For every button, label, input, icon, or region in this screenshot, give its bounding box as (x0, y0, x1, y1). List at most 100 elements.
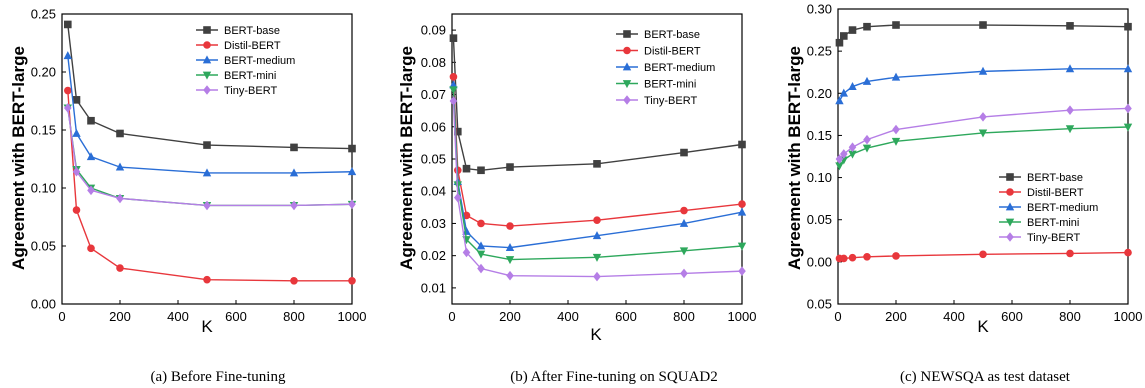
data-point (863, 134, 871, 145)
legend-marker (1005, 218, 1015, 227)
x-axis-label: K (590, 325, 602, 344)
data-point (202, 168, 212, 177)
legend-marker (1006, 173, 1014, 181)
data-point (592, 253, 602, 262)
data-point (116, 193, 124, 204)
data-point (1066, 249, 1074, 258)
y-tick-label: 0.20 (807, 86, 832, 101)
data-point (738, 140, 746, 149)
legend-label: Distil-BERT (644, 46, 701, 58)
x-axis-label: K (201, 317, 213, 336)
y-tick-label: 0.04 (421, 184, 446, 199)
data-point (979, 21, 987, 29)
data-point (506, 163, 514, 171)
data-point (506, 270, 514, 281)
data-point (115, 162, 125, 171)
y-axis-label: Agreement with BERT-large (397, 46, 416, 270)
data-point (454, 127, 462, 136)
legend: BERT-base Distil-BERT BERT-medium BERT-mini… (616, 29, 715, 107)
data-point (476, 250, 486, 259)
x-tick-label: 600 (1001, 309, 1023, 324)
data-point (72, 128, 81, 137)
data-point (348, 199, 356, 210)
data-point (72, 166, 81, 177)
plot-frame (61, 13, 353, 305)
data-point (892, 124, 900, 135)
data-point (449, 96, 458, 106)
data-point (477, 166, 485, 175)
data-point (203, 141, 211, 149)
data-point (87, 185, 95, 196)
panel-caption: (c) NEWSQA as test dataset (900, 369, 1071, 385)
data-point (462, 226, 471, 235)
legend-label: BERT-medium (1027, 202, 1098, 214)
data-point (593, 216, 601, 225)
legend-label: BERT-mini (644, 79, 696, 91)
data-point (505, 256, 515, 265)
data-point (863, 252, 871, 261)
x-tick-label: 600 (225, 309, 247, 324)
y-tick-label: 0.06 (421, 119, 446, 134)
legend-marker (623, 46, 631, 55)
data-point (1123, 123, 1133, 132)
y-axis-label: Agreement with BERT-large (9, 46, 28, 270)
data-point (862, 144, 872, 153)
data-point (892, 21, 900, 29)
legend-label: BERT-base (1027, 172, 1083, 184)
y-tick-label: 0.05 (807, 212, 832, 227)
data-point (1065, 64, 1075, 73)
data-point (449, 80, 458, 89)
data-point (86, 152, 96, 161)
y-tick-label: 0.09 (421, 23, 446, 38)
y-tick-label: 0.02 (421, 248, 446, 263)
y-tick-label: 0.00 (807, 254, 832, 269)
data-point (348, 277, 356, 285)
data-point (839, 88, 848, 97)
data-point (449, 86, 458, 95)
series-line-bert-mini (452, 89, 743, 261)
y-tick-label: 0.15 (31, 123, 56, 138)
data-point (87, 116, 95, 125)
series-line-tiny-bert (452, 100, 743, 278)
chart-panel-3: 0 200 400 600 800 1000 0.05 0.00 0.05 0.10 0.15 0.2… (785, 2, 1142, 386)
data-point (203, 200, 211, 211)
y-tick-label: 0.01 (421, 280, 446, 295)
data-point (978, 66, 988, 75)
y-tick-label: 0.25 (807, 44, 832, 59)
data-point (835, 96, 844, 105)
data-point (891, 72, 901, 81)
legend-marker (202, 71, 212, 80)
data-point (679, 218, 689, 227)
legend-marker (623, 95, 631, 105)
series-line-bert-base (452, 38, 743, 171)
data-point (347, 167, 357, 176)
data-point (454, 192, 462, 203)
legend: BERT-base Distil-BERT BERT-medium BERT-mini… (196, 25, 295, 97)
series-line-distil-bert (452, 76, 743, 227)
y-tick-label: 0.20 (31, 65, 56, 80)
data-point (840, 254, 848, 263)
data-point (848, 253, 857, 262)
data-point (1124, 248, 1132, 257)
data-point (1066, 105, 1074, 115)
x-tick-label: 1000 (728, 309, 757, 324)
data-point (680, 148, 688, 157)
y-tick-label: 0.05 (807, 297, 832, 312)
plot-frame (837, 8, 1129, 305)
data-point (848, 81, 857, 90)
data-point (863, 22, 871, 31)
data-point (848, 142, 857, 153)
legend-label: BERT-medium (644, 62, 715, 74)
data-point (979, 112, 987, 122)
legend-label: BERT-mini (224, 70, 276, 82)
data-point (87, 244, 95, 253)
legend-marker (1006, 188, 1014, 196)
legend-marker (202, 55, 212, 64)
x-tick-label: 800 (283, 309, 305, 324)
data-point (592, 231, 602, 240)
data-point (1124, 22, 1132, 31)
x-tick-label: 800 (1059, 309, 1081, 324)
data-point (1065, 125, 1075, 134)
data-point (449, 73, 458, 81)
y-tick-label: 0.10 (31, 181, 56, 196)
